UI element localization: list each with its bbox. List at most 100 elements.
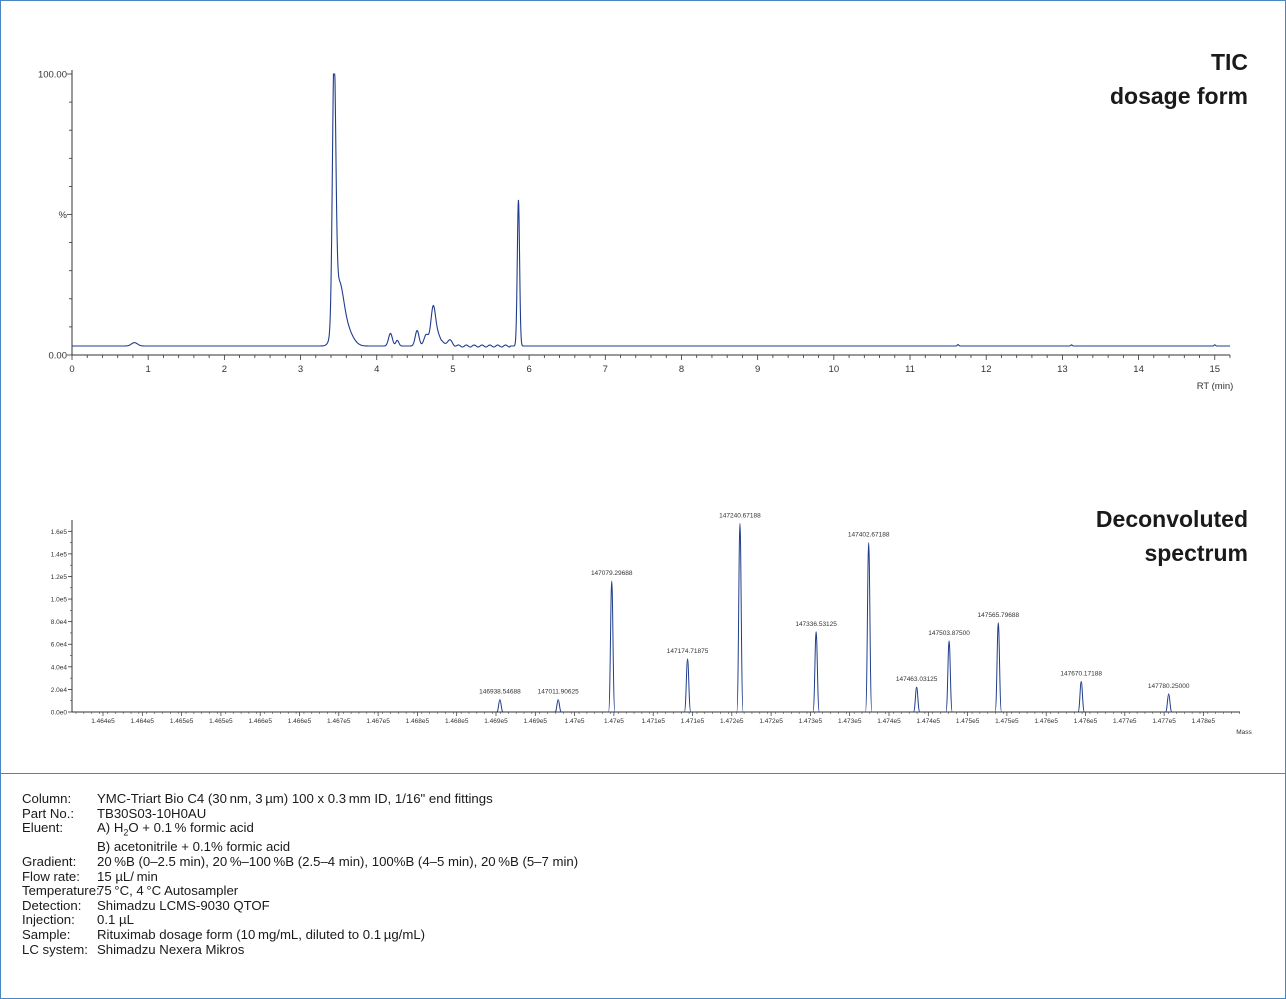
spectrum-peak-label-2: 147011.90625 bbox=[538, 689, 579, 696]
tic-x-tick-label: 7 bbox=[603, 364, 608, 375]
tic-x-tick-label: 10 bbox=[829, 364, 840, 375]
spectrum-axes: 0.0e0 2.0e4 4.0e4 6.0e4 8.0e4 1.0e5 1.2e5 1.4e5… bbox=[51, 520, 1240, 725]
condition-value: B) acetonitrile + 0.1% formic acid bbox=[97, 839, 291, 855]
tic-title: TIC dosage form bbox=[1110, 49, 1248, 109]
spectrum-x-tick-label: 1.47e5 bbox=[565, 718, 585, 725]
condition-row: Column: YMC-Triart Bio C4 (30 nm, 3 µm) 1… bbox=[22, 791, 578, 807]
spectrum-x-tick-label: 1.474e5 bbox=[877, 718, 901, 725]
condition-value: A) H2O + 0.1 % formic acid bbox=[97, 820, 254, 838]
tic-x-tick-label: 0 bbox=[69, 364, 74, 375]
condition-row: LC system: Shimadzu Nexera Mikros bbox=[22, 941, 578, 958]
spectrum-x-tick-label: 1.477e5 bbox=[1152, 718, 1176, 725]
spectrum-x-tick-label: 1.477e5 bbox=[1113, 718, 1137, 725]
tic-x-tick-label: 13 bbox=[1057, 364, 1068, 375]
spectrum-peak-label-11: 147670.17188 bbox=[1060, 671, 1102, 678]
condition-label: Column: bbox=[22, 791, 72, 806]
condition-label bbox=[22, 840, 97, 855]
spectrum-x-tick-label: 1.473e5 bbox=[799, 718, 823, 725]
tic-title-line-2: dosage form bbox=[1110, 83, 1248, 109]
condition-label: Detection: bbox=[22, 897, 82, 913]
spectrum-peak-label-4: 147174.71875 bbox=[667, 648, 709, 655]
tic-x-tick-label: 15 bbox=[1209, 364, 1220, 375]
spectrum-x-tick-label: 1.467e5 bbox=[366, 718, 390, 725]
spectrum-x-tick-label: 1.469e5 bbox=[484, 718, 508, 725]
condition-row: Eluent: A) H2O + 0.1 % formic acid bbox=[22, 820, 578, 840]
condition-value: YMC-Triart Bio C4 (30 nm, 3 µm) 100 x 0.… bbox=[97, 791, 493, 806]
tic-trace bbox=[72, 73, 1230, 348]
spectrum-peak-11 bbox=[1077, 681, 1085, 713]
condition-row: Flow rate: 15 µL/ min bbox=[22, 868, 578, 885]
spectrum-peak-9 bbox=[945, 640, 953, 713]
tic-x-tick-label: 14 bbox=[1133, 364, 1144, 375]
condition-value: Shimadzu Nexera Mikros bbox=[97, 941, 245, 957]
tic-x-tick-label: 9 bbox=[755, 364, 760, 375]
condition-row: Temperature: 75 °C, 4 °C Autosampler bbox=[22, 884, 578, 899]
spectrum-peak-label-5: 147240.67188 bbox=[719, 512, 761, 519]
condition-row: Injection: 0.1 µL bbox=[22, 913, 578, 928]
tic-x-tick-label: 2 bbox=[222, 364, 227, 375]
spectrum-x-tick-label: 1.469e5 bbox=[524, 718, 548, 725]
condition-label: Part No.: bbox=[22, 805, 75, 821]
spectrum-y-tick-label: 1.4e5 bbox=[51, 551, 68, 558]
spectrum-x-tick-label: 1.465e5 bbox=[209, 718, 233, 725]
spectrum-x-tick-label: 1.476e5 bbox=[1034, 718, 1058, 725]
spectrum-y-tick-label: 4.0e4 bbox=[51, 664, 68, 671]
spectrum-peak-label-3: 147079.29688 bbox=[591, 570, 633, 577]
spectrum-peak-label-8: 147463.03125 bbox=[896, 676, 938, 683]
spectrum-y-tick-label: 1.6e5 bbox=[51, 529, 68, 536]
spectrum-peak-label-6: 147336.53125 bbox=[795, 621, 837, 628]
tic-y-tick-label: % bbox=[59, 210, 68, 221]
condition-row: B) acetonitrile + 0.1% formic acid bbox=[22, 840, 578, 855]
spectrum-peak-8 bbox=[912, 686, 921, 713]
spectrum-peak-7 bbox=[864, 542, 873, 713]
method-conditions: Column: YMC-Triart Bio C4 (30 nm, 3 µm) 1… bbox=[22, 791, 579, 958]
spectrum-y-tick-label: 8.0e4 bbox=[51, 619, 68, 626]
condition-label: Flow rate: bbox=[22, 868, 80, 884]
spectrum-x-tick-label: 1.465e5 bbox=[170, 718, 194, 725]
spectrum-x-tick-label: 1.472e5 bbox=[759, 718, 783, 725]
spectrum-title-line-1: Deconvoluted bbox=[1096, 506, 1248, 532]
spectrum-y-tick-label: 0.0e0 bbox=[51, 710, 68, 717]
spectrum-peaks: 146938.54688 147011.90625 147079.29688 1471… bbox=[479, 512, 1190, 713]
spectrum-peak-3 bbox=[608, 580, 616, 713]
condition-value: 15 µL/ min bbox=[97, 868, 158, 884]
tic-axes: 0.00%100.000 1 2 3 4 5 6 7 8 9 10 11 12 13 14 15 bbox=[38, 70, 1231, 375]
spectrum-x-tick-label: 1.474e5 bbox=[917, 718, 941, 725]
condition-label: Eluent: bbox=[22, 820, 64, 836]
spectrum-peak-2 bbox=[554, 699, 562, 713]
condition-row: Sample: Rituximab dosage form (10 mg/mL, … bbox=[22, 926, 578, 943]
spectrum-title-line-2: spectrum bbox=[1144, 540, 1248, 566]
tic-x-tick-label: 5 bbox=[450, 364, 455, 375]
spectrum-peak-1 bbox=[496, 699, 504, 713]
condition-row: Part No.: TB30S03-10H0AU bbox=[22, 805, 578, 822]
spectrum-x-tick-label: 1.475e5 bbox=[956, 718, 980, 725]
spectrum-peak-label-9: 147503.87500 bbox=[928, 630, 970, 637]
condition-value: 20 %B (0–2.5 min), 20 %–100 %B (2.5–4 mi… bbox=[97, 854, 579, 870]
condition-label: Temperature: bbox=[22, 883, 100, 899]
tic-y-tick-label: 100.00 bbox=[38, 70, 67, 81]
condition-value: 0.1 µL bbox=[97, 912, 134, 928]
spectrum-peak-4 bbox=[683, 658, 692, 713]
spectrum-x-tick-label: 1.471e5 bbox=[681, 718, 705, 725]
spectrum-x-tick-label: 1.475e5 bbox=[995, 718, 1019, 725]
condition-value: TB30S03-10H0AU bbox=[97, 805, 207, 821]
spectrum-x-tick-label: 1.476e5 bbox=[1074, 718, 1098, 725]
spectrum-x-tick-label: 1.466e5 bbox=[248, 718, 272, 725]
spectrum-x-tick-label: 1.464e5 bbox=[131, 718, 155, 725]
condition-label: LC system: bbox=[22, 941, 88, 957]
spectrum-peak-label-12: 147780.25000 bbox=[1148, 683, 1190, 690]
condition-label: Gradient: bbox=[22, 854, 77, 870]
condition-value: Rituximab dosage form (10 mg/mL, diluted… bbox=[97, 926, 426, 942]
spectrum-x-tick-label: 1.472e5 bbox=[720, 718, 744, 725]
spectrum-peak-5 bbox=[736, 522, 744, 713]
spectrum-x-tick-label: 1.466e5 bbox=[288, 718, 312, 725]
spectrum-peak-label-10: 147565.79688 bbox=[978, 612, 1020, 619]
spectrum-peak-label-7: 147402.67188 bbox=[848, 532, 890, 539]
tic-x-tick-label: 8 bbox=[679, 364, 684, 375]
spectrum-peak-label-1: 146938.54688 bbox=[479, 689, 521, 696]
spectrum-peak-6 bbox=[812, 631, 820, 713]
tic-x-tick-label: 1 bbox=[146, 364, 151, 375]
spectrum-x-tick-label: 1.478e5 bbox=[1192, 718, 1216, 725]
tic-x-axis-label: RT (min) bbox=[1197, 381, 1234, 392]
spectrum-peak-12 bbox=[1164, 693, 1173, 713]
